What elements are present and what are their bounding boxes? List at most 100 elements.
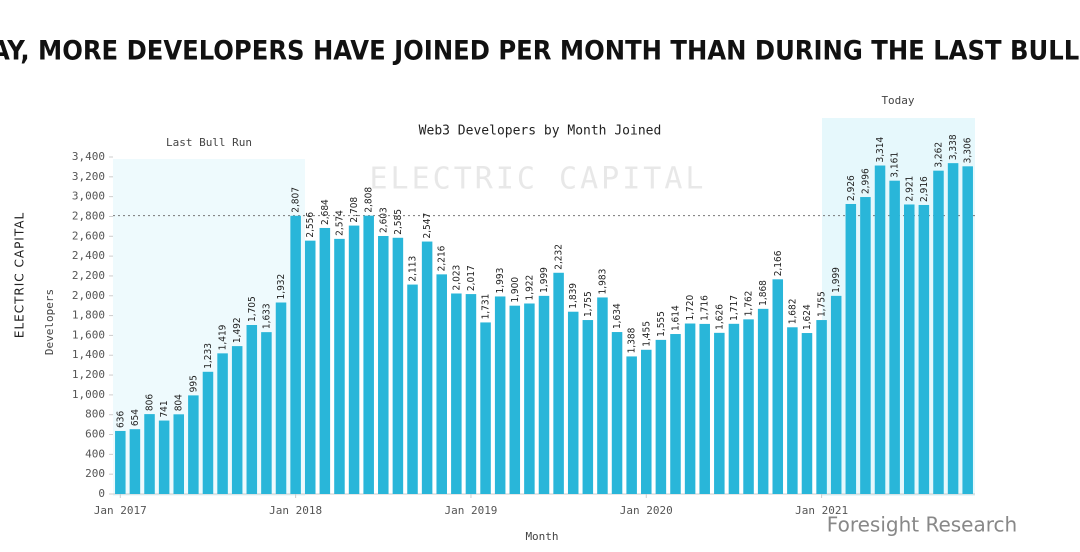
bar <box>787 327 798 494</box>
bar <box>144 414 155 494</box>
value-label: 3,314 <box>875 136 886 162</box>
bar <box>392 237 404 494</box>
value-label: 1,839 <box>568 283 579 309</box>
value-label: 1,755 <box>583 291 594 317</box>
bar <box>845 203 857 495</box>
bar <box>407 284 418 494</box>
bar <box>611 332 623 494</box>
value-label: 1,634 <box>612 303 623 329</box>
value-label: 3,338 <box>948 134 959 160</box>
bar <box>217 353 228 494</box>
bar <box>743 319 754 494</box>
y-tick-label: 1,800 <box>72 309 105 322</box>
y-tick-label: 1,400 <box>72 348 105 361</box>
chart-title: TODAY, MORE DEVELOPERS HAVE JOINED PER M… <box>0 36 1080 67</box>
bar <box>290 215 301 494</box>
value-label: 1,555 <box>656 311 667 337</box>
bar <box>947 163 959 494</box>
bar <box>670 334 681 494</box>
bar <box>889 180 900 494</box>
value-label: 2,547 <box>422 213 433 239</box>
bar <box>903 204 915 494</box>
watermark: Foresight Research <box>827 513 1017 537</box>
bar <box>158 420 170 494</box>
bar <box>567 311 579 494</box>
bar <box>655 339 667 494</box>
y-tick-label: 3,400 <box>72 150 105 163</box>
x-tick-label: Jan 2021 <box>795 504 848 517</box>
bar <box>801 333 813 494</box>
value-label: 2,807 <box>291 187 302 213</box>
value-label: 1,720 <box>685 294 696 320</box>
value-label: 1,762 <box>744 291 755 317</box>
y-tick-label: 2,800 <box>72 209 105 222</box>
bar <box>334 238 345 494</box>
bar <box>378 235 389 494</box>
value-label: 3,161 <box>890 152 901 178</box>
value-label: 1,455 <box>641 321 652 347</box>
x-tick-label: Jan 2019 <box>444 504 497 517</box>
value-label: 2,808 <box>364 187 375 213</box>
bar <box>348 225 360 494</box>
y-tick-label: 400 <box>85 447 105 460</box>
chart-subtitle: Web3 Developers by Month Joined <box>419 124 662 139</box>
value-label: 1,999 <box>831 267 842 293</box>
value-label: 654 <box>130 409 141 426</box>
value-label: 1,233 <box>203 343 214 369</box>
bar <box>275 302 287 494</box>
y-tick-label: 1,000 <box>72 388 105 401</box>
bar <box>451 293 462 494</box>
brand: ELECTRIC CAPITAL <box>13 212 27 338</box>
value-label: 2,603 <box>378 207 389 233</box>
bar <box>173 414 185 494</box>
value-label: 3,262 <box>933 142 944 168</box>
value-label: 1,755 <box>817 291 828 317</box>
value-label: 2,113 <box>408 256 419 282</box>
value-label: 2,708 <box>349 197 360 223</box>
bar <box>465 294 477 494</box>
value-label: 806 <box>145 394 156 411</box>
y-axis-label: Developers <box>43 289 56 355</box>
value-label: 2,017 <box>466 265 477 291</box>
value-label: 1,624 <box>802 304 813 330</box>
bar <box>757 308 769 494</box>
bar <box>582 320 594 494</box>
bar <box>421 241 433 494</box>
value-label: 2,916 <box>919 176 930 202</box>
bar <box>538 295 550 494</box>
value-label: 1,717 <box>729 295 740 321</box>
bar <box>188 395 199 494</box>
bar <box>553 272 564 494</box>
bar <box>524 303 535 494</box>
y-tick-label: 2,200 <box>72 269 105 282</box>
bar <box>684 323 696 494</box>
y-tick-label: 3,200 <box>72 170 105 183</box>
value-label: 2,023 <box>451 265 462 291</box>
bar <box>860 197 871 495</box>
bar <box>933 170 944 495</box>
bar <box>918 204 930 494</box>
value-label: 1,999 <box>539 267 550 293</box>
value-label: 2,232 <box>554 244 565 270</box>
bar <box>626 356 637 494</box>
bar <box>246 325 258 494</box>
value-label: 2,684 <box>320 199 331 225</box>
value-label: 1,492 <box>232 317 243 343</box>
bar <box>699 323 710 494</box>
bar <box>261 332 272 494</box>
bar <box>641 349 652 494</box>
bar <box>304 240 316 494</box>
value-label: 1,868 <box>758 280 769 306</box>
bar <box>115 430 126 494</box>
value-label: 1,993 <box>495 268 506 294</box>
value-label: 3,306 <box>963 137 974 163</box>
x-tick-label: Jan 2017 <box>94 504 147 517</box>
y-tick-label: 2,400 <box>72 249 105 262</box>
annotation: Last Bull Run <box>166 136 252 149</box>
value-label: 804 <box>174 394 185 411</box>
y-tick-label: 0 <box>98 487 105 500</box>
bar <box>480 322 491 494</box>
bar <box>494 296 506 494</box>
value-label: 1,983 <box>597 269 608 295</box>
bar <box>597 297 608 494</box>
